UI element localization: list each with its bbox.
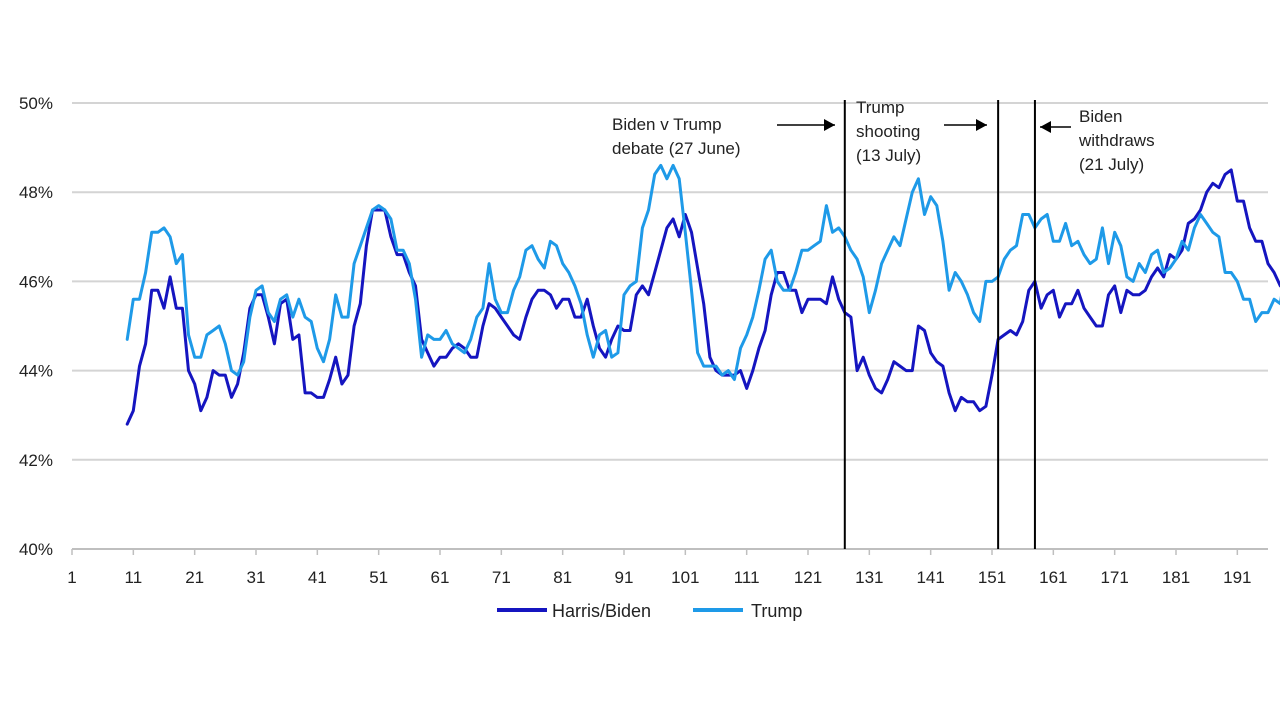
x-tick-label: 151	[978, 568, 1006, 587]
x-tick-label: 61	[431, 568, 450, 587]
y-tick-label: 40%	[19, 540, 53, 559]
x-tick-label: 131	[855, 568, 883, 587]
x-tick-label: 191	[1223, 568, 1251, 587]
x-axis-ticks: 1 11 21 31 41 51 61 71 81 91 101 111 121 131 141 151 161…	[67, 549, 1252, 587]
event-label: withdraws	[1078, 131, 1155, 150]
event-label: debate (27 June)	[612, 139, 741, 158]
event-arrow-head	[976, 119, 987, 131]
event-label: shooting	[856, 122, 920, 141]
event-arrow-head	[1040, 121, 1051, 133]
x-tick-label: 51	[369, 568, 388, 587]
y-tick-label: 48%	[19, 183, 53, 202]
x-tick-label: 181	[1162, 568, 1190, 587]
x-tick-label: 121	[794, 568, 822, 587]
x-tick-label: 141	[916, 568, 944, 587]
legend-label: Trump	[751, 601, 802, 621]
y-tick-label: 42%	[19, 451, 53, 470]
series-line-harris-biden	[125, 168, 1280, 426]
x-tick-label: 31	[247, 568, 266, 587]
y-tick-label: 50%	[19, 94, 53, 113]
y-tick-label: 46%	[19, 272, 53, 291]
y-axis-ticks: 40% 42% 44% 46% 48% 50%	[19, 94, 53, 559]
series-line-trump	[125, 163, 1280, 381]
event-label: Biden	[1079, 107, 1122, 126]
x-tick-label: 101	[671, 568, 699, 587]
legend: Harris/Biden Trump	[497, 601, 802, 621]
x-tick-label: 71	[492, 568, 511, 587]
x-tick-label: 11	[125, 568, 143, 587]
x-tick-label: 171	[1100, 568, 1128, 587]
y-tick-label: 44%	[19, 362, 53, 381]
x-tick-label: 111	[734, 568, 760, 587]
event-arrow-head	[824, 119, 835, 131]
event-label: Trump	[856, 98, 905, 117]
event-label: Biden v Trump	[612, 115, 722, 134]
legend-label: Harris/Biden	[552, 601, 651, 621]
event-markers: Biden v Trump debate (27 June) Trump shooti…	[612, 98, 1155, 549]
x-tick-label: 41	[308, 568, 327, 587]
x-tick-label: 81	[553, 568, 572, 587]
series-lines	[125, 163, 1280, 426]
event-label: (13 July)	[856, 146, 921, 165]
x-tick-label: 161	[1039, 568, 1067, 587]
x-tick-label: 91	[615, 568, 634, 587]
event-label: (21 July)	[1079, 155, 1144, 174]
x-tick-label: 21	[185, 568, 204, 587]
gridlines	[72, 102, 1268, 461]
x-tick-label: 1	[67, 568, 76, 587]
